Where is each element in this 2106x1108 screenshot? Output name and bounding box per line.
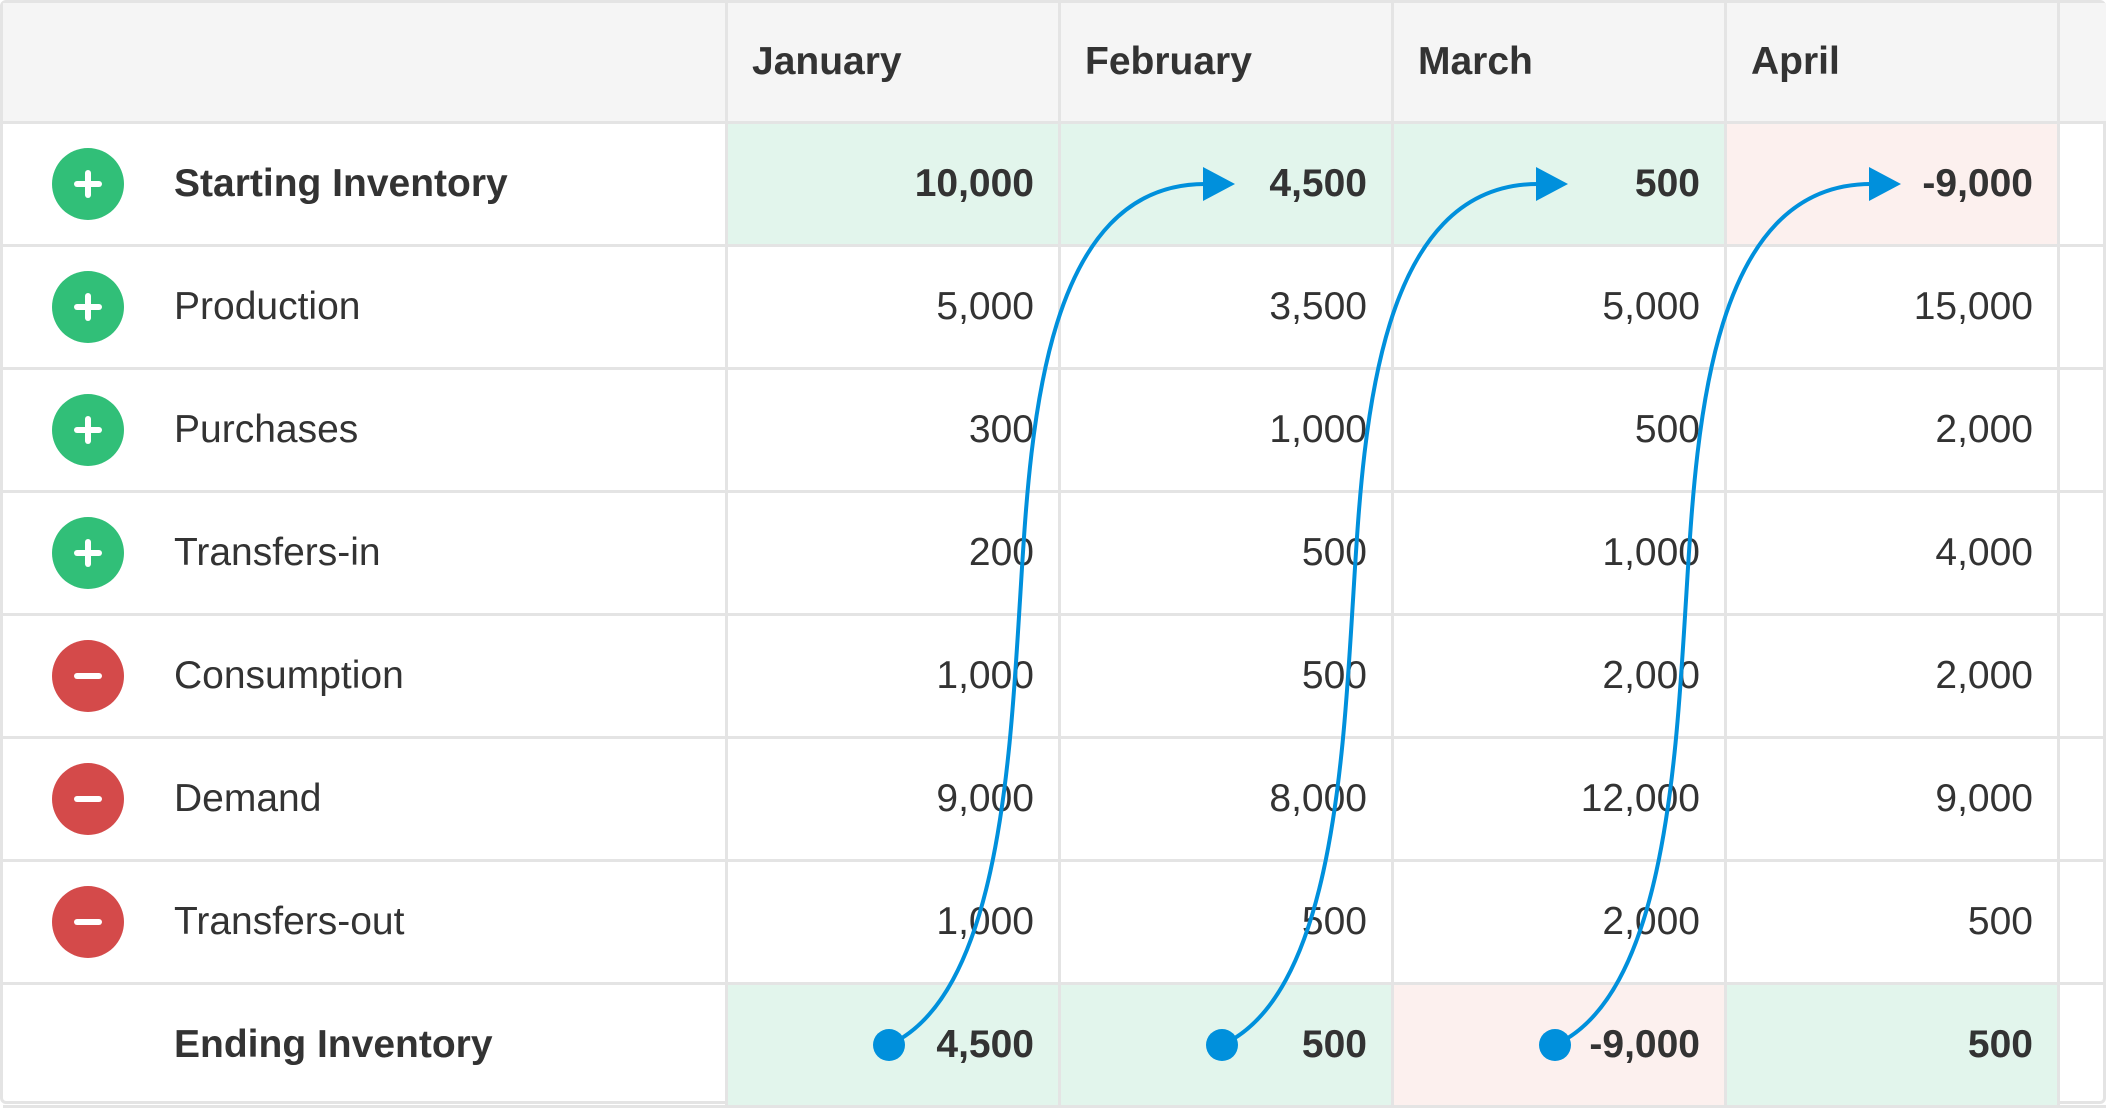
value-cell[interactable]: 500 bbox=[1061, 985, 1394, 1108]
minus-icon[interactable] bbox=[52, 640, 124, 712]
header-spacer bbox=[2060, 3, 2106, 124]
row-spacer bbox=[2060, 370, 2106, 493]
row-label: Ending Inventory bbox=[174, 1023, 493, 1066]
value-cell[interactable]: 9,000 bbox=[728, 739, 1061, 862]
value-cell[interactable]: 3,500 bbox=[1061, 247, 1394, 370]
minus-icon[interactable] bbox=[52, 886, 124, 958]
value-cell[interactable]: 10,000 bbox=[728, 124, 1061, 247]
plus-icon[interactable] bbox=[52, 394, 124, 466]
value-cell[interactable]: 5,000 bbox=[728, 247, 1061, 370]
row-label: Demand bbox=[174, 777, 322, 820]
plus-icon[interactable] bbox=[52, 517, 124, 589]
value-cell[interactable]: 500 bbox=[1061, 493, 1394, 616]
value-cell[interactable]: 4,500 bbox=[1061, 124, 1394, 247]
value-cell[interactable]: 500 bbox=[1727, 862, 2060, 985]
value-cell[interactable]: 500 bbox=[1061, 862, 1394, 985]
column-header-march[interactable]: March bbox=[1394, 3, 1727, 124]
value-cell[interactable]: 2,000 bbox=[1394, 862, 1727, 985]
value-cell[interactable]: -9,000 bbox=[1727, 124, 2060, 247]
value-cell[interactable]: 500 bbox=[1727, 985, 2060, 1108]
row-label-cell: Consumption bbox=[3, 616, 728, 739]
row-label: Starting Inventory bbox=[174, 162, 508, 205]
row-label: Production bbox=[174, 285, 361, 328]
value-cell[interactable]: 1,000 bbox=[1394, 493, 1727, 616]
minus-icon[interactable] bbox=[52, 763, 124, 835]
row-label: Transfers-out bbox=[174, 900, 405, 943]
value-cell[interactable]: 4,500 bbox=[728, 985, 1061, 1108]
header-corner bbox=[3, 3, 728, 124]
row-spacer bbox=[2060, 124, 2106, 247]
row-label-cell: Ending Inventory bbox=[3, 985, 728, 1108]
row-label-cell: Purchases bbox=[3, 370, 728, 493]
row-spacer bbox=[2060, 985, 2106, 1108]
row-spacer bbox=[2060, 862, 2106, 985]
value-cell[interactable]: -9,000 bbox=[1394, 985, 1727, 1108]
row-spacer bbox=[2060, 247, 2106, 370]
value-cell[interactable]: 4,000 bbox=[1727, 493, 2060, 616]
row-label-cell: Demand bbox=[3, 739, 728, 862]
row-label-cell: Transfers-out bbox=[3, 862, 728, 985]
value-cell[interactable]: 9,000 bbox=[1727, 739, 2060, 862]
value-cell[interactable]: 300 bbox=[728, 370, 1061, 493]
row-label-cell: Starting Inventory bbox=[3, 124, 728, 247]
value-cell[interactable]: 12,000 bbox=[1394, 739, 1727, 862]
value-cell[interactable]: 1,000 bbox=[728, 862, 1061, 985]
plus-icon[interactable] bbox=[52, 271, 124, 343]
value-cell[interactable]: 8,000 bbox=[1061, 739, 1394, 862]
row-spacer bbox=[2060, 616, 2106, 739]
value-cell[interactable]: 1,000 bbox=[1061, 370, 1394, 493]
row-spacer bbox=[2060, 493, 2106, 616]
value-cell[interactable]: 15,000 bbox=[1727, 247, 2060, 370]
value-cell[interactable]: 200 bbox=[728, 493, 1061, 616]
row-label-cell: Production bbox=[3, 247, 728, 370]
value-cell[interactable]: 5,000 bbox=[1394, 247, 1727, 370]
value-cell[interactable]: 500 bbox=[1394, 124, 1727, 247]
value-cell[interactable]: 2,000 bbox=[1727, 370, 2060, 493]
column-header-february[interactable]: February bbox=[1061, 3, 1394, 124]
row-label-cell: Transfers-in bbox=[3, 493, 728, 616]
row-label: Consumption bbox=[174, 654, 404, 697]
value-cell[interactable]: 1,000 bbox=[728, 616, 1061, 739]
row-label: Transfers-in bbox=[174, 531, 381, 574]
row-label: Purchases bbox=[174, 408, 359, 451]
value-cell[interactable]: 500 bbox=[1061, 616, 1394, 739]
plus-icon[interactable] bbox=[52, 148, 124, 220]
value-cell[interactable]: 500 bbox=[1394, 370, 1727, 493]
value-cell[interactable]: 2,000 bbox=[1727, 616, 2060, 739]
column-header-april[interactable]: April bbox=[1727, 3, 2060, 124]
column-header-january[interactable]: January bbox=[728, 3, 1061, 124]
value-cell[interactable]: 2,000 bbox=[1394, 616, 1727, 739]
row-spacer bbox=[2060, 739, 2106, 862]
